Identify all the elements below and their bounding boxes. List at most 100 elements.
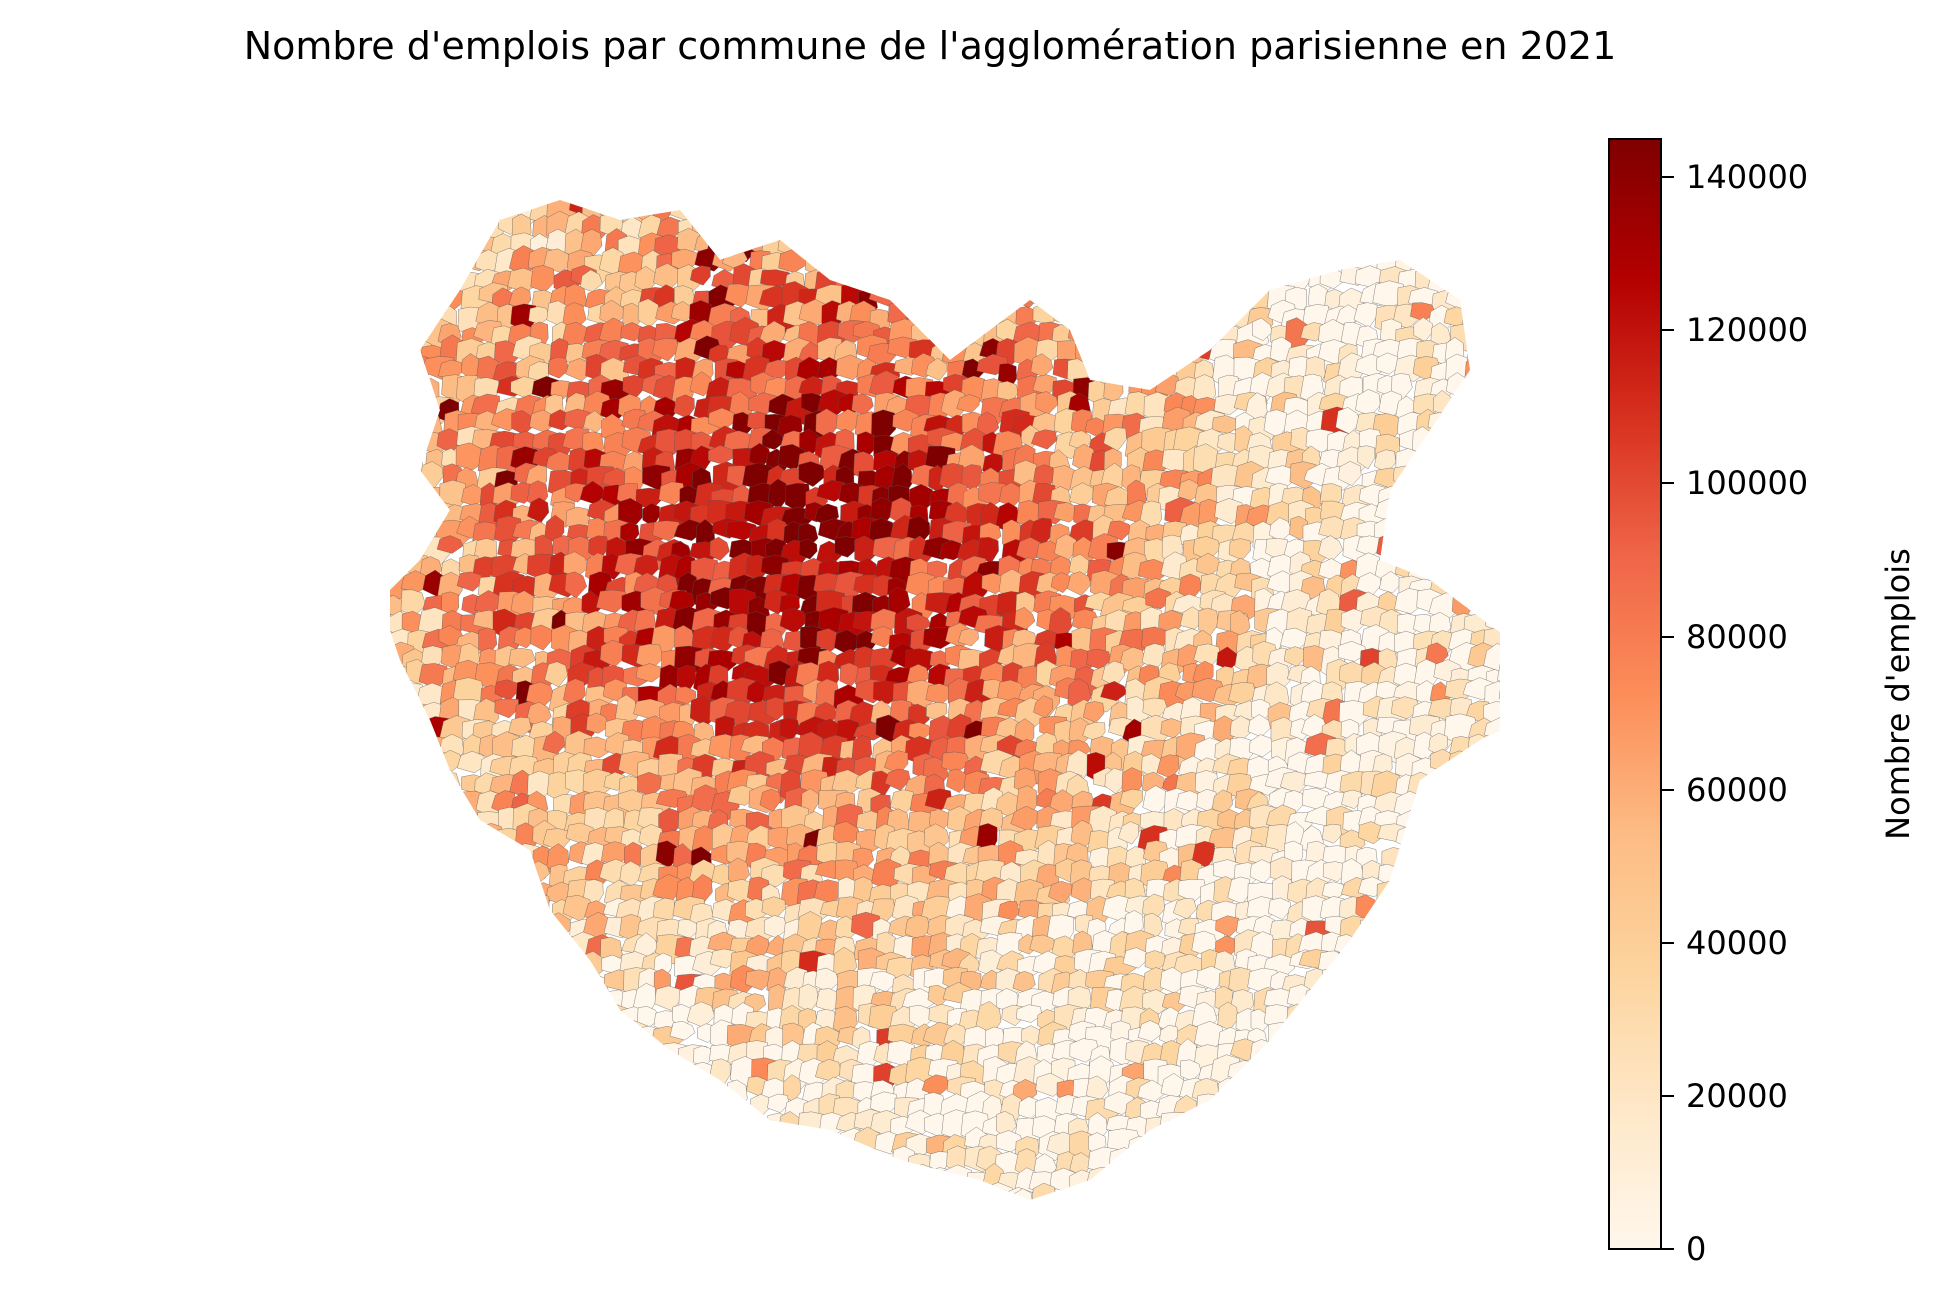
commune-polygon (1487, 877, 1500, 904)
commune-polygon (578, 1130, 608, 1157)
commune-polygon (1486, 1009, 1500, 1038)
commune-polygon (741, 1131, 767, 1154)
commune-polygon (403, 517, 430, 549)
commune-polygon (390, 340, 397, 365)
commune-polygon (1194, 249, 1227, 272)
commune-polygon (1396, 849, 1425, 872)
colorbar-tick-label: 0 (1686, 1230, 1707, 1268)
commune-polygon (840, 200, 864, 228)
commune-polygon (658, 1204, 684, 1210)
commune-polygon (836, 1186, 866, 1200)
commune-polygon (944, 245, 975, 278)
commune-polygon (480, 877, 509, 910)
commune-polygon (1250, 1039, 1273, 1068)
commune-polygon (434, 786, 463, 809)
commune-polygon (1371, 200, 1394, 213)
commune-polygon (390, 847, 410, 870)
commune-polygon (472, 931, 497, 956)
commune-polygon (390, 1167, 412, 1200)
commune-polygon (1124, 338, 1151, 368)
commune-polygon (549, 954, 578, 976)
commune-polygon (925, 231, 955, 256)
commune-polygon (1303, 1172, 1336, 1200)
commune-polygon (478, 1027, 504, 1058)
commune-polygon (1427, 971, 1454, 995)
commune-polygon (419, 377, 440, 407)
commune-polygon (1248, 1184, 1274, 1200)
commune-polygon (475, 1077, 499, 1112)
commune-polygon (390, 287, 406, 312)
commune-polygon (390, 266, 413, 294)
commune-polygon (1432, 784, 1463, 819)
commune-polygon (1482, 499, 1500, 526)
commune-polygon (711, 1185, 744, 1200)
commune-polygon (669, 200, 703, 222)
commune-polygon (869, 1151, 889, 1176)
commune-polygon (873, 200, 909, 213)
commune-polygon (1303, 986, 1330, 1019)
map-title: Nombre d'emplois par commune de l'agglom… (243, 24, 1617, 68)
commune-polygon (1269, 1074, 1295, 1106)
commune-polygon (999, 228, 1031, 254)
commune-polygon (1269, 1096, 1295, 1124)
commune-polygon (1327, 1201, 1354, 1210)
commune-polygon (1487, 1203, 1500, 1210)
commune-polygon (1072, 213, 1102, 239)
commune-polygon (801, 200, 831, 230)
commune-polygon (390, 842, 394, 877)
commune-polygon (1376, 1098, 1404, 1132)
commune-polygon (1449, 554, 1481, 577)
colorbar-tick-label: 100000 (1686, 464, 1809, 503)
commune-polygon (659, 1164, 683, 1196)
commune-polygon (1415, 954, 1443, 988)
commune-polygon (582, 1209, 607, 1210)
commune-polygon (1338, 200, 1365, 213)
commune-polygon (1409, 1149, 1442, 1181)
commune-polygon (1048, 211, 1079, 231)
commune-polygon (1050, 200, 1069, 225)
commune-polygon (403, 877, 429, 910)
commune-polygon (1394, 987, 1423, 1018)
commune-polygon (1483, 469, 1500, 493)
commune-polygon (390, 534, 404, 558)
commune-polygon (583, 200, 613, 206)
commune-polygon (635, 1144, 659, 1179)
commune-polygon (495, 1128, 529, 1157)
commune-polygon (638, 200, 672, 208)
commune-polygon (1447, 1131, 1478, 1164)
commune-polygon (1427, 411, 1458, 434)
commune-polygon (419, 827, 447, 853)
commune-polygon (870, 1168, 897, 1197)
commune-polygon (1392, 1130, 1420, 1155)
commune-polygon (1445, 424, 1474, 456)
commune-polygon (1360, 200, 1386, 233)
commune-polygon (390, 215, 404, 236)
commune-polygon (617, 1037, 642, 1069)
commune-polygon (1285, 1093, 1306, 1127)
commune-polygon (513, 912, 538, 944)
commune-polygon (1319, 200, 1346, 228)
commune-polygon (1247, 714, 1271, 738)
commune-polygon (870, 213, 903, 242)
commune-polygon (1466, 789, 1491, 814)
commune-polygon (479, 1061, 504, 1091)
commune-polygon (691, 1153, 722, 1173)
commune-polygon (1071, 289, 1096, 312)
commune-polygon (961, 1202, 990, 1210)
commune-polygon (1359, 1060, 1390, 1085)
commune-polygon (492, 1166, 522, 1193)
commune-polygon (390, 713, 423, 741)
commune-polygon (1398, 929, 1429, 964)
commune-polygon (533, 1150, 564, 1175)
commune-polygon (1430, 534, 1455, 562)
commune-polygon (669, 1021, 696, 1041)
commune-polygon (510, 1023, 543, 1047)
commune-polygon (1161, 321, 1194, 354)
commune-polygon (390, 270, 399, 293)
commune-polygon (724, 1183, 754, 1200)
commune-polygon (457, 1151, 492, 1176)
commune-polygon (675, 686, 697, 705)
commune-polygon (424, 840, 446, 869)
commune-polygon (893, 1171, 921, 1196)
commune-polygon (1372, 1001, 1406, 1034)
